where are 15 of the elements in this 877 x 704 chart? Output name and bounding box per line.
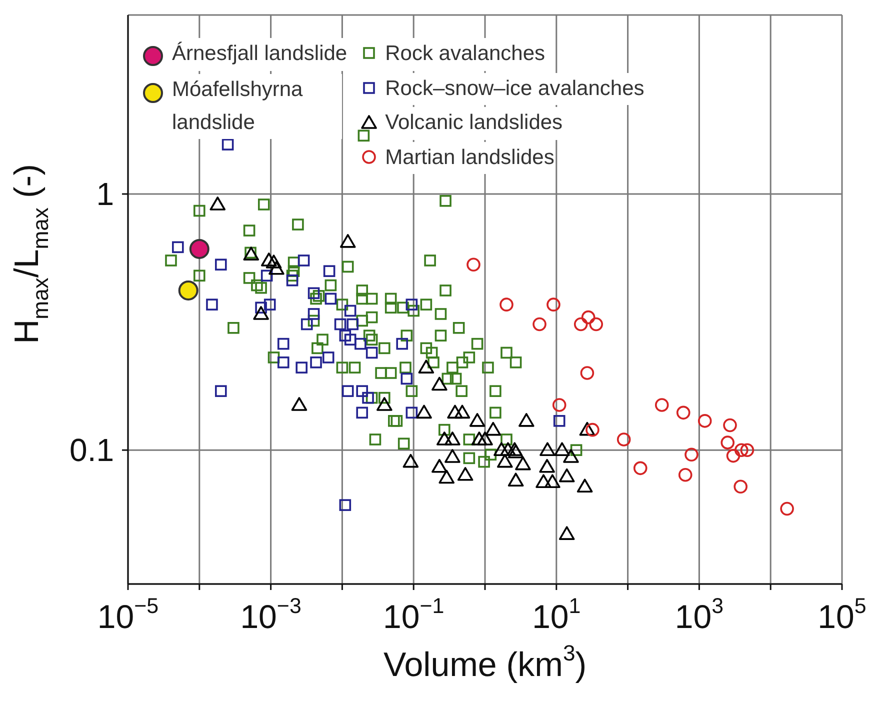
x-axis-title: Volume (km$^{3}$) <box>383 640 587 684</box>
x-tick-label: 10$^{−3}$ <box>240 594 302 635</box>
legend-label: Rock–snow–ice avalanches <box>385 72 644 106</box>
legend-label: Árnesfjall landslide <box>172 38 348 71</box>
legend-label: Rock avalanches <box>385 38 546 71</box>
x-tick-label: 10$^{−1}$ <box>383 594 444 635</box>
legend-label: Martian landslides <box>385 142 554 174</box>
x-tick-label: 10$^{−5}$ <box>97 594 159 635</box>
legend-label: Móafellshyrna landslide <box>172 74 342 140</box>
y-tick-label: 0.1 <box>70 432 114 468</box>
legend-label: Volcanic landslides <box>385 107 563 140</box>
x-tick-label: 10$^{3}$ <box>674 594 724 635</box>
x-tick-label: 10$^{5}$ <box>818 594 866 635</box>
x-tick-label: 10$^{1}$ <box>532 594 581 635</box>
y-tick-label: 1 <box>96 176 114 212</box>
